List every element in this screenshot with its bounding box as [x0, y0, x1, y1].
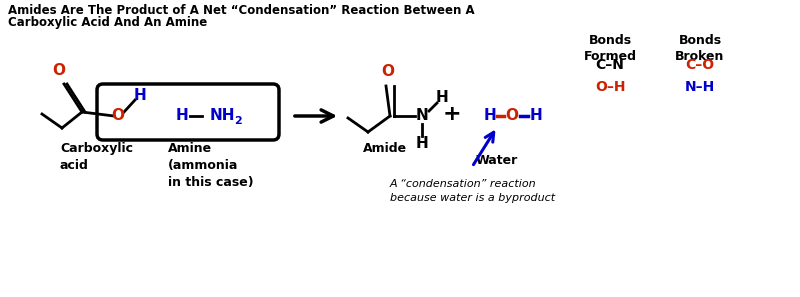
Text: N: N: [416, 108, 428, 124]
Text: H: H: [176, 108, 188, 124]
Text: 2: 2: [234, 116, 242, 126]
Text: Bonds
Broken: Bonds Broken: [675, 34, 725, 63]
Text: NH: NH: [210, 108, 235, 124]
Text: H: H: [416, 137, 428, 151]
Text: Amine
(ammonia
in this case): Amine (ammonia in this case): [168, 142, 254, 189]
Text: A “condensation” reaction
because water is a byproduct: A “condensation” reaction because water …: [390, 179, 555, 203]
Text: Bonds
Formed: Bonds Formed: [583, 34, 637, 63]
Text: H: H: [436, 91, 448, 105]
Text: O–H: O–H: [594, 80, 626, 94]
Text: Amide: Amide: [363, 142, 407, 155]
Text: Carboxylic
acid: Carboxylic acid: [60, 142, 133, 172]
Text: C–N: C–N: [595, 58, 625, 72]
Text: O: O: [506, 108, 518, 124]
Text: Carboxylic Acid And An Amine: Carboxylic Acid And An Amine: [8, 16, 207, 29]
Text: O: O: [53, 63, 66, 78]
Text: C–O: C–O: [686, 58, 714, 72]
Text: O: O: [111, 108, 125, 124]
Text: O: O: [382, 64, 394, 79]
Text: H: H: [530, 108, 542, 124]
Text: Water: Water: [476, 154, 518, 167]
Text: H: H: [484, 108, 496, 124]
Text: +: +: [442, 104, 462, 124]
Text: Amides Are The Product of A Net “Condensation” Reaction Between A: Amides Are The Product of A Net “Condens…: [8, 4, 474, 17]
Text: H: H: [134, 89, 146, 103]
Text: N–H: N–H: [685, 80, 715, 94]
